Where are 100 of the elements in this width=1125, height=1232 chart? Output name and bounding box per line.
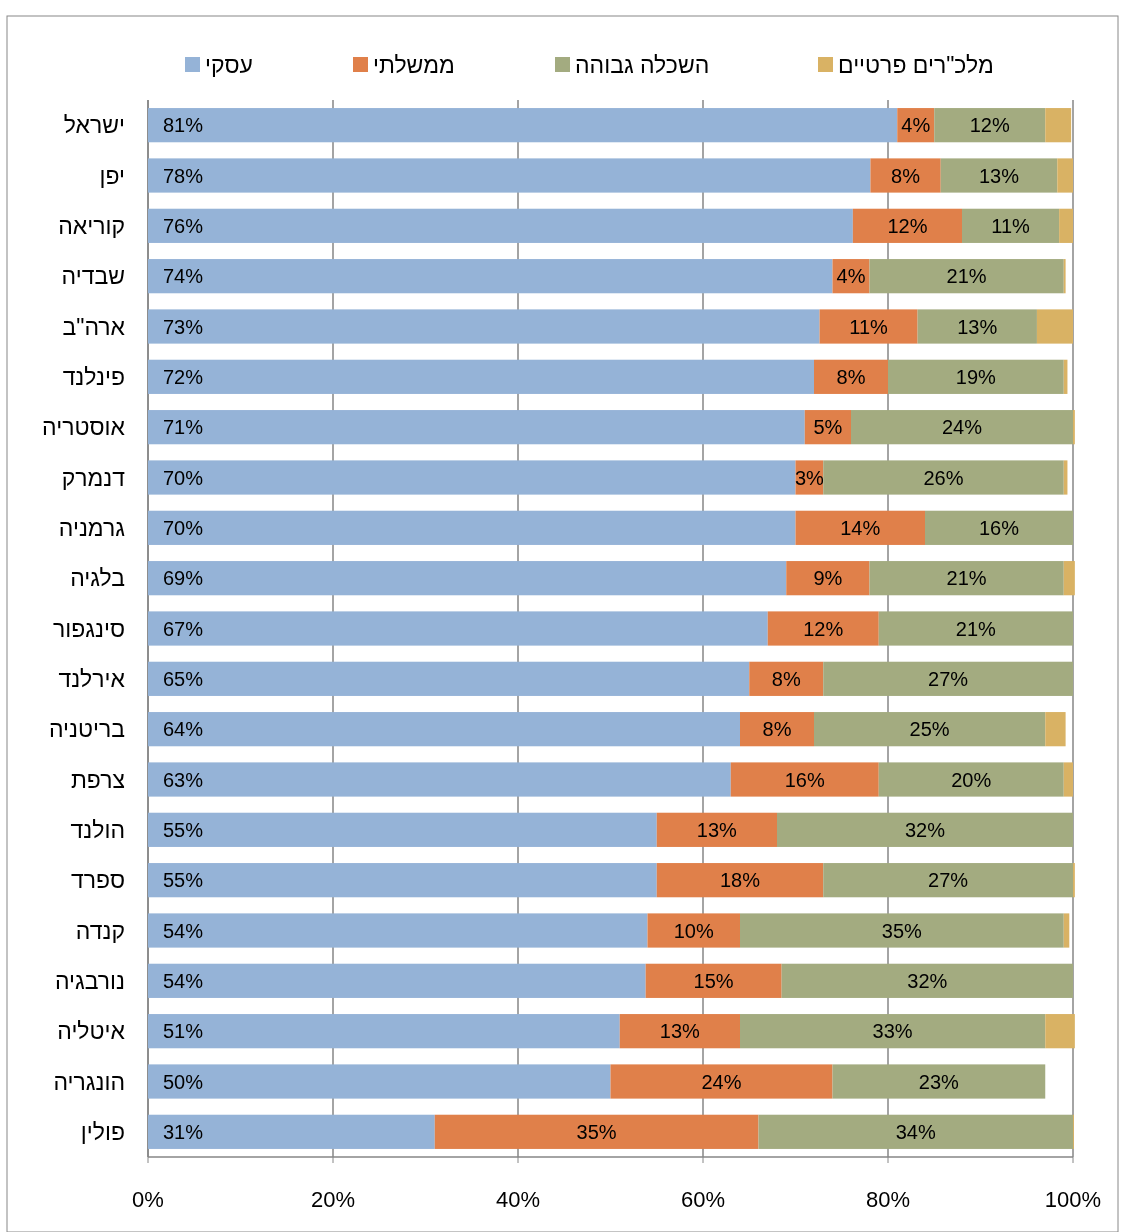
data-label: 35% (881, 919, 923, 942)
bar (1057, 158, 1073, 193)
data-label: 12% (969, 114, 1010, 137)
x-tick-label: 20% (310, 1187, 356, 1212)
bar (814, 712, 1046, 747)
bar (1063, 561, 1075, 596)
data-label: 34% (895, 1120, 936, 1143)
bar (434, 1114, 759, 1149)
bar (758, 1114, 1073, 1149)
data-label: 11% (849, 315, 889, 338)
bar (610, 1064, 833, 1099)
data-label: 32% (904, 818, 946, 841)
data-label: 8% (891, 164, 921, 187)
legend-label: ממשלתי (373, 52, 455, 78)
data-label: 26% (923, 466, 964, 489)
data-label: 8% (762, 718, 792, 741)
data-label: 31% (163, 1120, 204, 1143)
data-label: 35% (576, 1120, 617, 1143)
bar (962, 208, 1060, 243)
data-label: 18% (719, 869, 761, 892)
bar (878, 611, 1073, 646)
bar (1036, 309, 1074, 344)
bar (1045, 108, 1072, 143)
y-tick-label: הונגריה (53, 1068, 125, 1095)
bar (740, 1014, 1046, 1049)
bar (645, 963, 782, 998)
x-tick-label: 0% (132, 1187, 164, 1212)
bar (851, 410, 1073, 445)
bar (148, 863, 657, 898)
data-label: 9% (813, 567, 843, 590)
bar (823, 661, 1073, 696)
y-tick-label: בלגיה (70, 565, 125, 592)
bar (777, 812, 1073, 847)
bar (148, 561, 787, 596)
bar (781, 963, 1073, 998)
data-label: 12% (803, 617, 844, 640)
data-label: 51% (163, 1020, 204, 1043)
data-label: 32% (907, 969, 948, 992)
bar (814, 359, 888, 394)
data-label: 27% (928, 869, 969, 892)
bar (1063, 913, 1070, 948)
bar (148, 913, 648, 948)
data-label: 16% (978, 516, 1020, 539)
y-tick-label: קוריאה (58, 212, 125, 239)
y-tick-label: פינלנד (62, 363, 125, 390)
data-label: 8% (836, 365, 866, 388)
data-label: 81% (163, 114, 204, 137)
bar (148, 611, 768, 646)
y-tick-label: ישראל (63, 112, 125, 139)
y-tick-label: קנדה (75, 917, 125, 944)
data-label: 20% (951, 768, 992, 791)
y-tick-label: אירלנד (58, 665, 126, 692)
data-label: 4% (901, 114, 931, 137)
bar (740, 712, 814, 747)
bar (823, 863, 1073, 898)
bar (917, 309, 1037, 344)
data-label: 65% (163, 667, 204, 690)
data-label: 8% (771, 667, 801, 690)
bar (148, 1064, 611, 1099)
data-label: 55% (163, 818, 204, 841)
y-tick-label: איטליה (57, 1018, 126, 1045)
y-tick-label: סינגפור (52, 615, 125, 642)
data-label: 24% (701, 1070, 742, 1093)
bar (148, 158, 871, 193)
bar (878, 762, 1064, 797)
bar (767, 611, 879, 646)
data-label: 33% (872, 1020, 913, 1043)
bar (1063, 762, 1073, 797)
bar (148, 661, 750, 696)
data-label: 13% (957, 315, 998, 338)
data-label: 21% (955, 617, 997, 640)
bar (148, 963, 646, 998)
data-label: 74% (163, 265, 204, 288)
data-label: 54% (163, 919, 204, 942)
bar (148, 359, 814, 394)
y-tick-label: ספרד (71, 867, 125, 894)
y-tick-label: יפן (99, 162, 125, 189)
bar (940, 158, 1058, 193)
x-tick-label: 40% (495, 1187, 541, 1212)
data-label: 19% (955, 365, 997, 388)
x-tick-label: 80% (865, 1187, 911, 1212)
data-label: 24% (941, 416, 983, 439)
data-label: 21% (946, 567, 987, 590)
bar (1059, 208, 1073, 243)
y-tick-label: פולין (80, 1118, 125, 1145)
y-tick-label: גרמניה (58, 514, 126, 541)
data-label: 25% (909, 718, 950, 741)
bar (1045, 712, 1066, 747)
bar (148, 712, 740, 747)
bar (888, 359, 1064, 394)
data-label: 11% (991, 214, 1031, 237)
data-label: 13% (978, 164, 1020, 187)
data-label: 21% (946, 265, 987, 288)
bar (786, 561, 870, 596)
bar (823, 460, 1064, 495)
bar (148, 259, 833, 294)
bar (740, 913, 1064, 948)
y-tick-label: שבדיה (61, 263, 125, 290)
data-label: 78% (163, 164, 204, 187)
bar (148, 510, 796, 545)
